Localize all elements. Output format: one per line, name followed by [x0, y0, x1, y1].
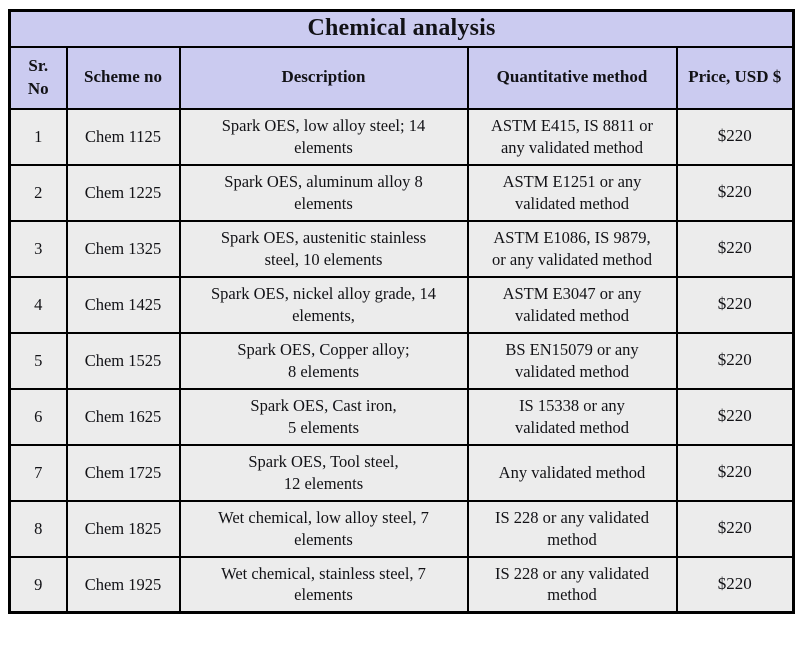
cell-scheme-no: Chem 1725	[65, 443, 181, 502]
cell-scheme-no: Chem 1225	[65, 163, 181, 222]
cell-price: $220	[675, 443, 795, 502]
cell-sr-no: 3	[8, 219, 68, 278]
cell-description: Spark OES, aluminum alloy 8 elements	[178, 163, 469, 222]
cell-scheme-no: Chem 1525	[65, 331, 181, 390]
table-row: 6 Chem 1625 Spark OES, Cast iron, 5 elemen…	[8, 387, 795, 446]
cell-scheme-no: Chem 1625	[65, 387, 181, 446]
cell-scheme-no: Chem 1925	[65, 555, 181, 614]
cell-description: Spark OES, Copper alloy; 8 elements	[178, 331, 469, 390]
cell-sr-no: 8	[8, 499, 68, 558]
cell-scheme-no: Chem 1125	[65, 107, 181, 166]
cell-price: $220	[675, 555, 795, 614]
cell-method: IS 15338 or any validated method	[466, 387, 678, 446]
table-row: 4 Chem 1425 Spark OES, nickel alloy grade,…	[8, 275, 795, 334]
cell-method: ASTM E415, IS 8811 or any validated meth…	[466, 107, 678, 166]
cell-sr-no: 5	[8, 331, 68, 390]
column-header-scheme-no: Scheme no	[65, 45, 181, 110]
cell-price: $220	[675, 275, 795, 334]
table-row: 9 Chem 1925 Wet chemical, stainless steel,…	[8, 555, 795, 614]
cell-description: Wet chemical, low alloy steel, 7 element…	[178, 499, 469, 558]
table-row: 7 Chem 1725 Spark OES, Tool steel, 12 elem…	[8, 443, 795, 502]
column-header-description: Description	[178, 45, 469, 110]
title-row: Chemical analysis	[8, 9, 795, 48]
cell-method: ASTM E3047 or any validated method	[466, 275, 678, 334]
cell-method: ASTM E1251 or any validated method	[466, 163, 678, 222]
cell-method: IS 228 or any validated method	[466, 555, 678, 614]
header-row: Sr. No Scheme no Description Quantitativ…	[8, 45, 795, 110]
table-row: 1 Chem 1125 Spark OES, low alloy steel; 14…	[8, 107, 795, 166]
cell-scheme-no: Chem 1425	[65, 275, 181, 334]
table-row: 8 Chem 1825 Wet chemical, low alloy steel,…	[8, 499, 795, 558]
column-header-method: Quantitative method	[466, 45, 678, 110]
cell-method: ASTM E1086, IS 9879, or any validated me…	[466, 219, 678, 278]
cell-price: $220	[675, 499, 795, 558]
cell-sr-no: 6	[8, 387, 68, 446]
cell-description: Spark OES, Tool steel, 12 elements	[178, 443, 469, 502]
cell-method: BS EN15079 or any validated method	[466, 331, 678, 390]
cell-scheme-no: Chem 1825	[65, 499, 181, 558]
cell-sr-no: 9	[8, 555, 68, 614]
cell-price: $220	[675, 219, 795, 278]
cell-sr-no: 4	[8, 275, 68, 334]
cell-price: $220	[675, 387, 795, 446]
cell-sr-no: 1	[8, 107, 68, 166]
cell-description: Spark OES, low alloy steel; 14 elements	[178, 107, 469, 166]
table-body: 1 Chem 1125 Spark OES, low alloy steel; 14…	[8, 107, 795, 614]
cell-method: Any validated method	[466, 443, 678, 502]
cell-description: Spark OES, Cast iron, 5 elements	[178, 387, 469, 446]
cell-price: $220	[675, 163, 795, 222]
table-row: 5 Chem 1525 Spark OES, Copper alloy; 8 ele…	[8, 331, 795, 390]
cell-description: Wet chemical, stainless steel, 7 element…	[178, 555, 469, 614]
cell-price: $220	[675, 107, 795, 166]
column-header-price: Price, USD $	[675, 45, 795, 110]
cell-scheme-no: Chem 1325	[65, 219, 181, 278]
column-header-sr-no: Sr. No	[8, 45, 68, 110]
chemical-analysis-table: Chemical analysis Sr. No Scheme no Descr…	[8, 9, 796, 614]
cell-method: IS 228 or any validated method	[466, 499, 678, 558]
cell-sr-no: 2	[8, 163, 68, 222]
table-row: 2 Chem 1225 Spark OES, aluminum alloy 8 el…	[8, 163, 795, 222]
table-title: Chemical analysis	[8, 9, 795, 48]
cell-sr-no: 7	[8, 443, 68, 502]
cell-price: $220	[675, 331, 795, 390]
cell-description: Spark OES, austenitic stainless steel, 1…	[178, 219, 469, 278]
cell-description: Spark OES, nickel alloy grade, 14 elemen…	[178, 275, 469, 334]
table-row: 3 Chem 1325 Spark OES, austenitic stainles…	[8, 219, 795, 278]
